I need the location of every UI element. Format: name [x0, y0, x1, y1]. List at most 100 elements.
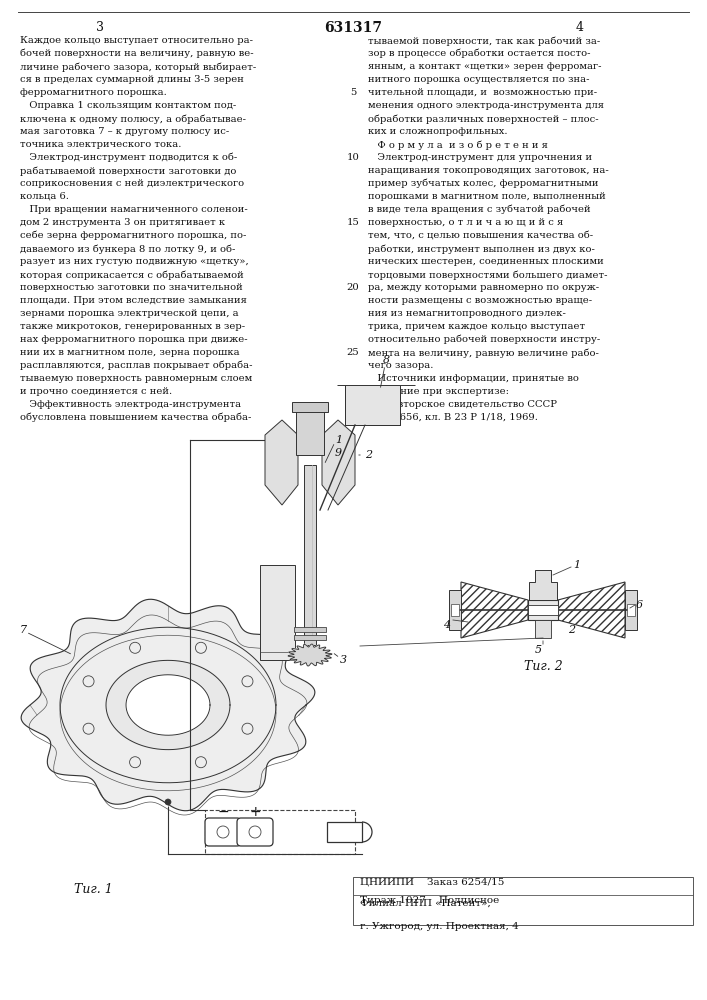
Text: Оправка 1 скользящим контактом под-: Оправка 1 скользящим контактом под- — [20, 101, 236, 110]
Text: работки, инструмент выполнен из двух ко-: работки, инструмент выполнен из двух ко- — [368, 244, 595, 253]
Text: мая заготовка 7 – к другому полюсу ис-: мая заготовка 7 – к другому полюсу ис- — [20, 127, 229, 136]
Text: Каждое кольцо выступает относительно ра-: Каждое кольцо выступает относительно ра- — [20, 36, 253, 45]
Bar — [627, 604, 635, 616]
Text: ся в пределах суммарной длины 3-5 зерен: ся в пределах суммарной длины 3-5 зерен — [20, 75, 244, 84]
Text: чего зазора.: чего зазора. — [368, 361, 433, 370]
Text: ЦНИИПИ    Заказ 6254/15: ЦНИИПИ Заказ 6254/15 — [360, 878, 504, 887]
Text: ключена к одному полюсу, а обрабатывае-: ключена к одному полюсу, а обрабатывае- — [20, 114, 246, 123]
Text: −: − — [217, 805, 229, 819]
Text: ферромагнитного порошка.: ферромагнитного порошка. — [20, 88, 167, 97]
Text: трика, причем каждое кольцо выступает: трика, причем каждое кольцо выступает — [368, 322, 585, 331]
Polygon shape — [288, 644, 332, 666]
FancyBboxPatch shape — [205, 818, 241, 846]
Text: Эффективность электрода-инструмента: Эффективность электрода-инструмента — [20, 400, 241, 409]
Bar — [535, 620, 551, 638]
Text: разует из них густую подвижную «щетку»,: разует из них густую подвижную «щетку», — [20, 257, 249, 266]
Text: 30: 30 — [346, 413, 359, 422]
Text: нии их в магнитном поле, зерна порошка: нии их в магнитном поле, зерна порошка — [20, 348, 240, 357]
Text: расплавляются, расплав покрывает обраба-: расплавляются, расплав покрывает обраба- — [20, 361, 252, 370]
Circle shape — [165, 799, 171, 805]
Text: Τиг. 1: Τиг. 1 — [74, 883, 112, 896]
Text: даваемого из бункера 8 по лотку 9, и об-: даваемого из бункера 8 по лотку 9, и об- — [20, 244, 235, 253]
Text: № 290656, кл. В 23 Р 1/18, 1969.: № 290656, кл. В 23 Р 1/18, 1969. — [368, 413, 538, 422]
Text: поверхностью, о т л и ч а ю щ и й с я: поверхностью, о т л и ч а ю щ и й с я — [368, 218, 563, 227]
Text: 5: 5 — [350, 88, 356, 97]
Polygon shape — [126, 675, 210, 735]
Bar — [294, 627, 326, 632]
Text: торцовыми поверхностями большего диамет-: торцовыми поверхностями большего диамет- — [368, 270, 607, 279]
Bar — [296, 405, 324, 455]
Text: 25: 25 — [346, 348, 359, 357]
Text: относительно рабочей поверхности инстру-: относительно рабочей поверхности инстру- — [368, 335, 600, 344]
Text: дом 2 инструмента 3 он притягивает к: дом 2 инструмента 3 он притягивает к — [20, 218, 225, 227]
Text: 1: 1 — [573, 560, 580, 570]
Text: внимание при экспертизе:: внимание при экспертизе: — [368, 387, 509, 396]
Bar — [292, 402, 328, 412]
Text: зор в процессе обработки остается посто-: зор в процессе обработки остается посто- — [368, 49, 590, 58]
Text: 3: 3 — [96, 21, 104, 34]
Text: чительной площади, и  возможностью при-: чительной площади, и возможностью при- — [368, 88, 597, 97]
Polygon shape — [265, 420, 298, 505]
Text: ности размещены с возможностью враще-: ности размещены с возможностью враще- — [368, 296, 592, 305]
Text: поверхностью заготовки по значительной: поверхностью заготовки по значительной — [20, 283, 243, 292]
Text: рабатываемой поверхности заготовки до: рабатываемой поверхности заготовки до — [20, 166, 236, 176]
Bar — [327, 822, 362, 842]
Text: ра, между которыми равномерно по окруж-: ра, между которыми равномерно по окруж- — [368, 283, 599, 292]
Text: которая соприкасается с обрабатываемой: которая соприкасается с обрабатываемой — [20, 270, 244, 279]
Text: в виде тела вращения с зубчатой рабочей: в виде тела вращения с зубчатой рабочей — [368, 205, 590, 215]
Text: личине рабочего зазора, который выбирает-: личине рабочего зазора, который выбирает… — [20, 62, 256, 72]
Text: себе зерна ферромагнитного порошка, по-: себе зерна ферромагнитного порошка, по- — [20, 231, 246, 240]
Text: нах ферромагнитного порошка при движе-: нах ферромагнитного порошка при движе- — [20, 335, 247, 344]
Text: точника электрического тока.: точника электрического тока. — [20, 140, 182, 149]
Text: 10: 10 — [346, 153, 359, 162]
Text: 1. Авторское свидетельство СССР: 1. Авторское свидетельство СССР — [368, 400, 557, 409]
Bar — [449, 590, 461, 630]
Bar — [260, 565, 295, 660]
Text: тываемой поверхности, так как рабочий за-: тываемой поверхности, так как рабочий за… — [368, 36, 600, 45]
Text: 2: 2 — [568, 625, 575, 635]
Text: тем, что, с целью повышения качества об-: тем, что, с целью повышения качества об- — [368, 231, 593, 240]
Polygon shape — [21, 599, 315, 811]
Polygon shape — [558, 582, 625, 638]
Text: 5: 5 — [534, 645, 542, 655]
Text: Электрод-инструмент подводится к об-: Электрод-инструмент подводится к об- — [20, 153, 238, 162]
Bar — [528, 600, 558, 620]
Bar — [294, 635, 326, 640]
Text: и прочно соединяется с ней.: и прочно соединяется с ней. — [20, 387, 172, 396]
Text: Тираж 1027    Подписное: Тираж 1027 Подписное — [360, 896, 499, 905]
Polygon shape — [529, 570, 557, 600]
Text: 1: 1 — [335, 435, 342, 445]
Text: обработки различных поверхностей – плос-: обработки различных поверхностей – плос- — [368, 114, 599, 123]
Text: 4: 4 — [576, 21, 584, 34]
Text: 4: 4 — [443, 620, 450, 630]
Text: Электрод-инструмент для упрочнения и: Электрод-инструмент для упрочнения и — [368, 153, 592, 162]
Text: Τиг. 2: Τиг. 2 — [524, 660, 562, 673]
Text: ких и сложнопрофильных.: ких и сложнопрофильных. — [368, 127, 508, 136]
Polygon shape — [106, 660, 230, 750]
Text: площади. При этом вследствие замыкания: площади. При этом вследствие замыкания — [20, 296, 247, 305]
Text: 15: 15 — [346, 218, 359, 227]
Text: тываемую поверхность равномерным слоем: тываемую поверхность равномерным слоем — [20, 374, 252, 383]
Text: бочей поверхности на величину, равную ве-: бочей поверхности на величину, равную ве… — [20, 49, 254, 58]
Bar — [625, 590, 637, 630]
Text: Источники информации, принятые во: Источники информации, принятые во — [368, 374, 579, 383]
Bar — [528, 605, 558, 615]
Bar — [205, 810, 355, 854]
Text: 8: 8 — [383, 355, 390, 365]
Text: ния из немагнитопроводного диэлек-: ния из немагнитопроводного диэлек- — [368, 309, 566, 318]
Text: 6: 6 — [636, 600, 643, 610]
Text: пример зубчатых колес, ферромагнитными: пример зубчатых колес, ферромагнитными — [368, 179, 599, 188]
Text: Филиал ППП «Патент»,: Филиал ППП «Патент», — [360, 899, 491, 908]
Text: При вращении намагниченного соленои-: При вращении намагниченного соленои- — [20, 205, 247, 214]
Polygon shape — [322, 420, 355, 505]
Text: обусловлена повышением качества обраба-: обусловлена повышением качества обраба- — [20, 413, 252, 422]
Text: 20: 20 — [346, 283, 359, 292]
Text: менения одного электрода-инструмента для: менения одного электрода-инструмента для — [368, 101, 604, 110]
Text: кольца 6.: кольца 6. — [20, 192, 69, 201]
FancyBboxPatch shape — [237, 818, 273, 846]
Bar — [353, 877, 693, 925]
Text: 3: 3 — [340, 655, 347, 665]
Bar — [451, 604, 459, 616]
Text: 9: 9 — [335, 448, 342, 458]
Text: зернами порошка электрической цепи, а: зернами порошка электрической цепи, а — [20, 309, 239, 318]
